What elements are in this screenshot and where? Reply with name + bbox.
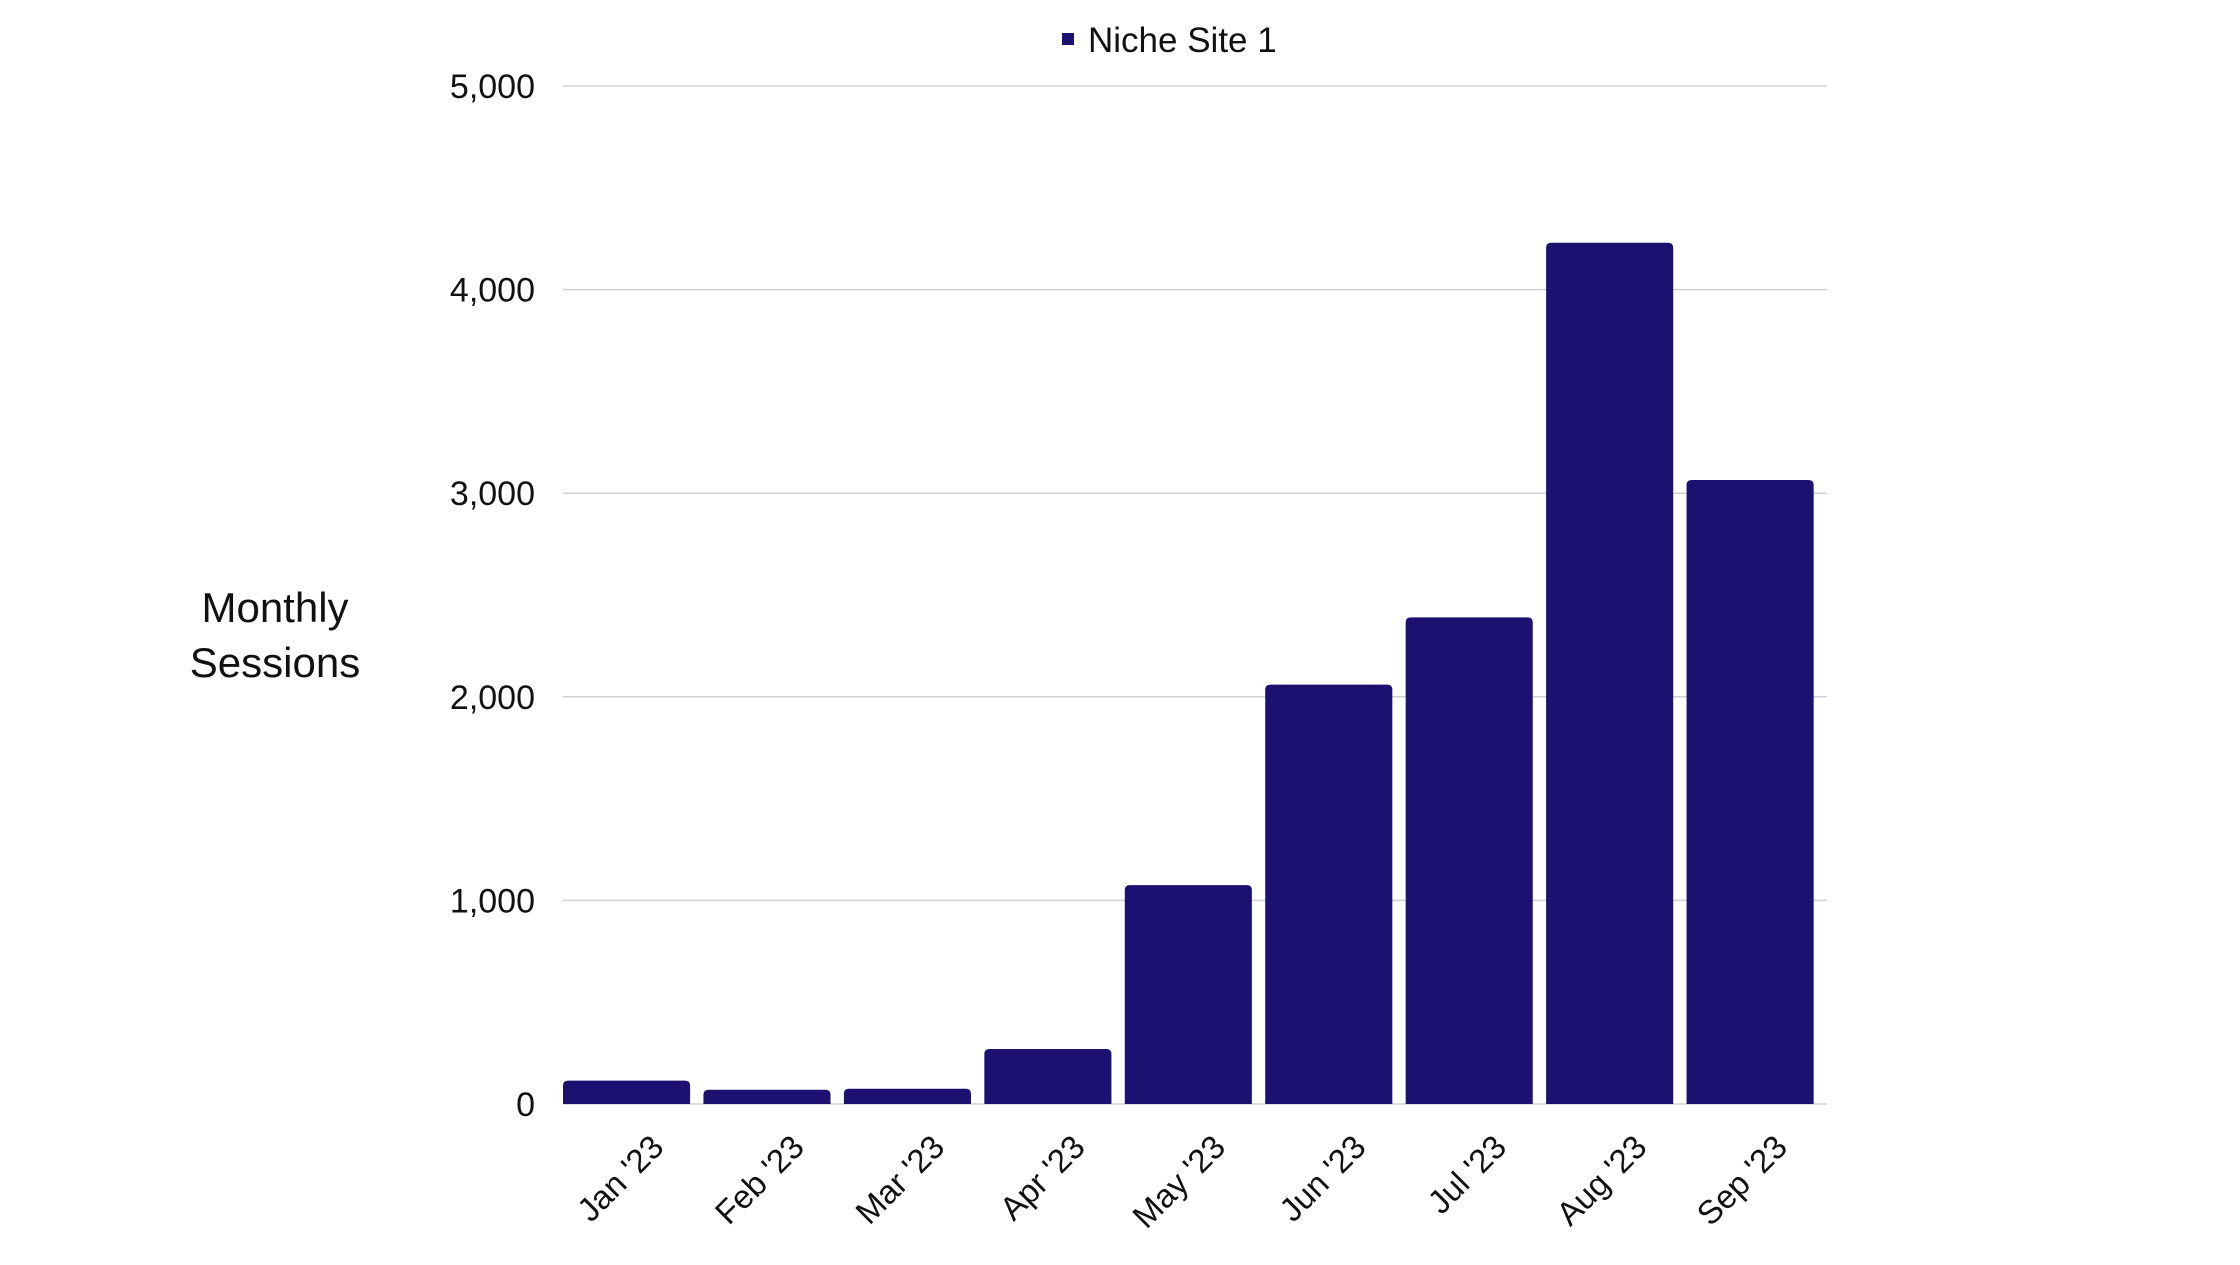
legend-label: Niche Site 1 xyxy=(1088,21,1277,60)
y-axis-label-line: Sessions xyxy=(190,639,360,686)
y-axis-ticks: 0 1,000 2,000 3,000 4,000 5,000 xyxy=(450,68,535,1124)
legend: Niche Site 1 xyxy=(1062,21,1277,60)
bar xyxy=(843,1088,971,1104)
legend-swatch xyxy=(1062,33,1074,45)
y-tick-label: 2,000 xyxy=(450,679,535,717)
bar xyxy=(1124,885,1252,1104)
bar xyxy=(984,1049,1112,1104)
y-tick-label: 3,000 xyxy=(450,475,535,513)
y-axis-label-line: Monthly xyxy=(201,584,348,631)
x-tick-label: Jul '23 xyxy=(1420,1128,1513,1221)
x-tick-label: Feb '23 xyxy=(708,1128,811,1231)
bar xyxy=(1265,684,1393,1104)
y-tick-label: 1,000 xyxy=(450,882,535,920)
bar xyxy=(1546,242,1674,1105)
x-tick-label: Apr '23 xyxy=(992,1128,1091,1227)
x-tick-label: Jan '23 xyxy=(570,1128,671,1229)
bar xyxy=(703,1089,831,1104)
x-axis-ticks: Jan '23 Feb '23 Mar '23 Apr '23 May '23 Jun '… xyxy=(570,1128,1794,1235)
bar xyxy=(563,1080,691,1104)
x-tick-label: Jun '23 xyxy=(1272,1128,1373,1229)
x-tick-label: May '23 xyxy=(1125,1128,1232,1235)
y-tick-label: 4,000 xyxy=(450,272,535,310)
x-tick-label: Aug '23 xyxy=(1549,1128,1654,1233)
x-tick-label: Sep '23 xyxy=(1689,1128,1794,1233)
y-tick-label: 5,000 xyxy=(450,68,535,106)
x-tick-label: Mar '23 xyxy=(848,1128,951,1231)
bar xyxy=(1405,617,1533,1104)
bars xyxy=(563,242,1814,1105)
bar xyxy=(1686,479,1814,1104)
y-axis-label: Monthly Sessions xyxy=(190,584,360,686)
y-tick-label: 0 xyxy=(516,1086,535,1124)
